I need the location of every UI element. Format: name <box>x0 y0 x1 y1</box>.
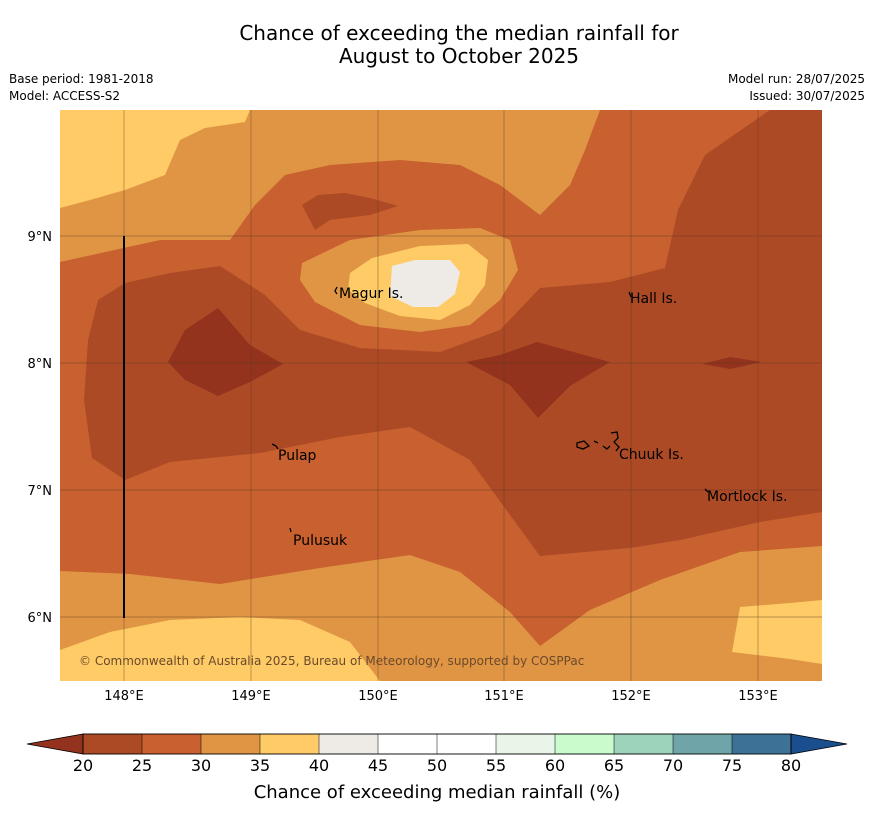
latitude-labels: 9°N 8°N 7°N 6°N <box>28 230 53 626</box>
island-marks <box>271 286 709 533</box>
label-pulusuk: Pulusuk <box>293 533 348 549</box>
colorbar-tick-label: 45 <box>368 756 388 775</box>
colorbar-tick-label: 30 <box>191 756 211 775</box>
band-20-25-north-patch <box>302 193 398 230</box>
issued-date: Issued: 30/07/2025 <box>749 89 865 103</box>
colorbar-cell <box>436 733 497 755</box>
model-run: Model run: 28/07/2025 <box>727 72 865 86</box>
title-line-1: Chance of exceeding the median rainfall … <box>239 21 679 45</box>
label-mortlock: Mortlock Is. <box>707 489 787 505</box>
colorbar-tick-label: 70 <box>663 756 683 775</box>
band-35-40-northwest <box>60 110 250 208</box>
lat-label-9n: 9°N <box>28 230 53 245</box>
colorbar-tick-label: 55 <box>486 756 506 775</box>
colorbar-under-arrow <box>26 733 84 755</box>
band-20-25 <box>84 110 822 556</box>
base-period: Base period: 1981-2018 <box>9 72 154 86</box>
lat-label-7n: 7°N <box>28 484 53 499</box>
longitude-labels: 148°E 149°E 150°E 151°E 152°E 153°E <box>104 689 778 704</box>
colorbar-tick-label: 50 <box>427 756 447 775</box>
magur-island-mark <box>334 286 338 295</box>
copyright-notice: © Commonwealth of Australia 2025, Bureau… <box>79 654 584 668</box>
label-hall: Hall Is. <box>630 291 677 307</box>
band-40-45-magur-core <box>390 260 460 307</box>
band-35-40-southeast <box>732 600 822 664</box>
meta-right: Model run: 28/07/2025 Issued: 30/07/2025 <box>728 71 865 105</box>
pulusuk-island-mark <box>289 527 292 533</box>
label-chuuk: Chuuk Is. <box>619 447 684 463</box>
lon-label-149e: 149°E <box>231 689 271 704</box>
model-name: Model: ACCESS-S2 <box>9 89 121 103</box>
colorbar-tick-label: 80 <box>781 756 801 775</box>
band-35-40-south <box>60 617 380 681</box>
colorbar-tick-label: 75 <box>722 756 742 775</box>
pulap-island-mark <box>271 443 279 450</box>
map-title: Chance of exceeding the median rainfall … <box>0 22 873 68</box>
colorbar-tick-label: 40 <box>309 756 329 775</box>
colorbar-cell <box>495 733 556 755</box>
lon-label-150e: 150°E <box>358 689 398 704</box>
colorbar-tick-label: 25 <box>132 756 152 775</box>
title-line-2: August to October 2025 <box>338 44 580 68</box>
colorbar-ticks: 20 25 30 35 40 45 50 55 60 65 70 75 80 <box>73 756 801 775</box>
meta-left: Base period: 1981-2018 Model: ACCESS-S2 <box>9 71 154 105</box>
band-below-20-west <box>168 308 283 396</box>
lon-label-153e: 153°E <box>738 689 778 704</box>
colorbar-cell <box>259 733 320 755</box>
colorbar-cell <box>82 733 143 755</box>
colorbar-frame <box>82 733 792 755</box>
colorbar-tick-label: 35 <box>250 756 270 775</box>
label-magur: Magur Is. <box>339 286 404 302</box>
lon-label-151e: 151°E <box>484 689 524 704</box>
mortlock-island-mark <box>704 488 709 493</box>
lat-label-8n: 8°N <box>28 357 53 372</box>
band-below-20-center <box>466 342 610 418</box>
colorbar-tick-label: 60 <box>545 756 565 775</box>
colorbar-cells <box>82 733 792 755</box>
colorbar-over-arrow <box>790 733 848 755</box>
label-pulap: Pulap <box>278 448 317 464</box>
band-30-35-north <box>60 110 600 262</box>
colorbar-cell <box>731 733 792 755</box>
colorbar-cell <box>318 733 379 755</box>
colorbar-title: Chance of exceeding median rainfall (%) <box>254 782 621 803</box>
colorbar-cell <box>200 733 261 755</box>
lat-label-6n: 6°N <box>28 611 53 626</box>
colorbar-tick-label: 65 <box>604 756 624 775</box>
rainfall-map: Magur Is. Hall Is. Pulap Chuuk Is. Mortl… <box>60 110 822 681</box>
lon-label-148e: 148°E <box>104 689 144 704</box>
colorbar-cell <box>141 733 202 755</box>
chuuk-lagoon-mark <box>576 431 620 452</box>
colorbar-cell <box>613 733 674 755</box>
colorbar-cell <box>377 733 438 755</box>
hall-island-mark <box>628 291 632 298</box>
colorbar: 20 25 30 35 40 45 50 55 60 65 70 75 80 Chance of exc… <box>26 733 848 803</box>
colorbar-cell <box>554 733 615 755</box>
colorbar-cell <box>672 733 733 755</box>
lon-label-152e: 152°E <box>611 689 651 704</box>
colorbar-tick-label: 20 <box>73 756 93 775</box>
